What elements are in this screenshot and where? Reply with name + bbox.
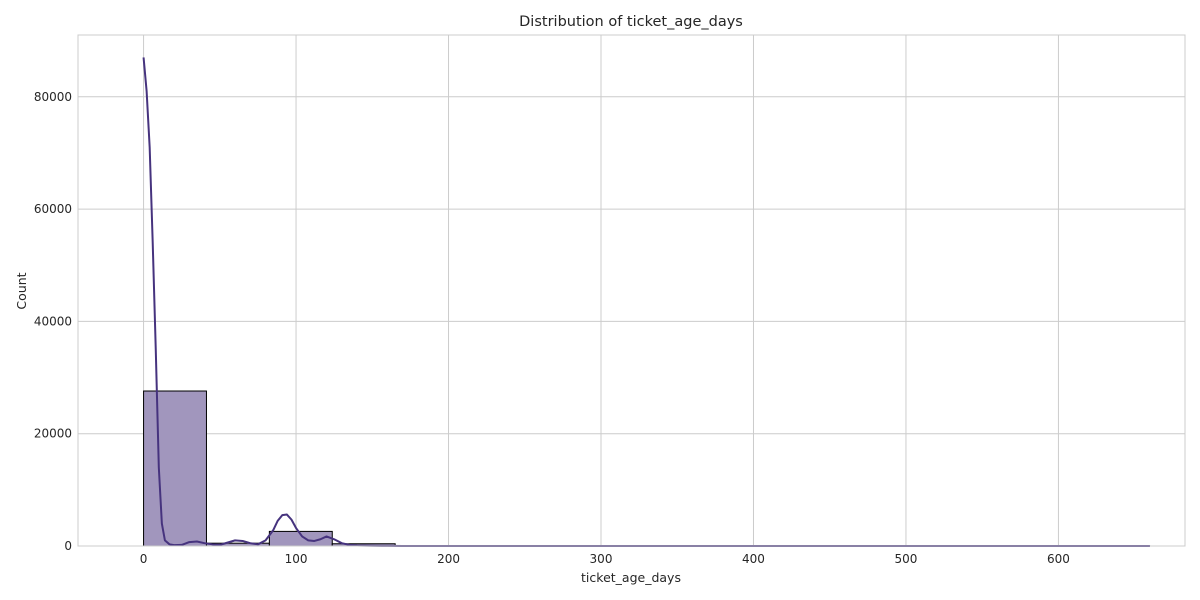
y-tick-label: 0 (64, 539, 72, 553)
y-tick-label: 60000 (34, 202, 72, 216)
histogram-bar (143, 390, 207, 547)
kde-curve (142, 57, 1150, 547)
y-tick-label: 40000 (34, 314, 72, 328)
x-tick-label: 400 (742, 552, 765, 566)
y-tick-label: 80000 (34, 90, 72, 104)
y-tick-label: 20000 (34, 427, 72, 441)
x-tick-labels: 0 100 200 300 400 500 600 (140, 552, 1070, 566)
y-axis-label: Count (14, 272, 29, 309)
y-tick-labels: 0 20000 40000 60000 80000 (34, 90, 72, 553)
x-tick-label: 200 (437, 552, 460, 566)
x-tick-label: 500 (895, 552, 918, 566)
x-tick-label: 300 (590, 552, 613, 566)
kde-line (142, 57, 1150, 547)
x-tick-label: 0 (140, 552, 148, 566)
histogram-bars (143, 390, 1151, 547)
x-axis-label: ticket_age_days (581, 570, 681, 585)
chart-title: Distribution of ticket_age_days (519, 14, 743, 30)
plot-frame (77, 34, 1186, 547)
grid (78, 35, 1185, 547)
x-tick-label: 100 (285, 552, 308, 566)
x-tick-label: 600 (1047, 552, 1070, 566)
